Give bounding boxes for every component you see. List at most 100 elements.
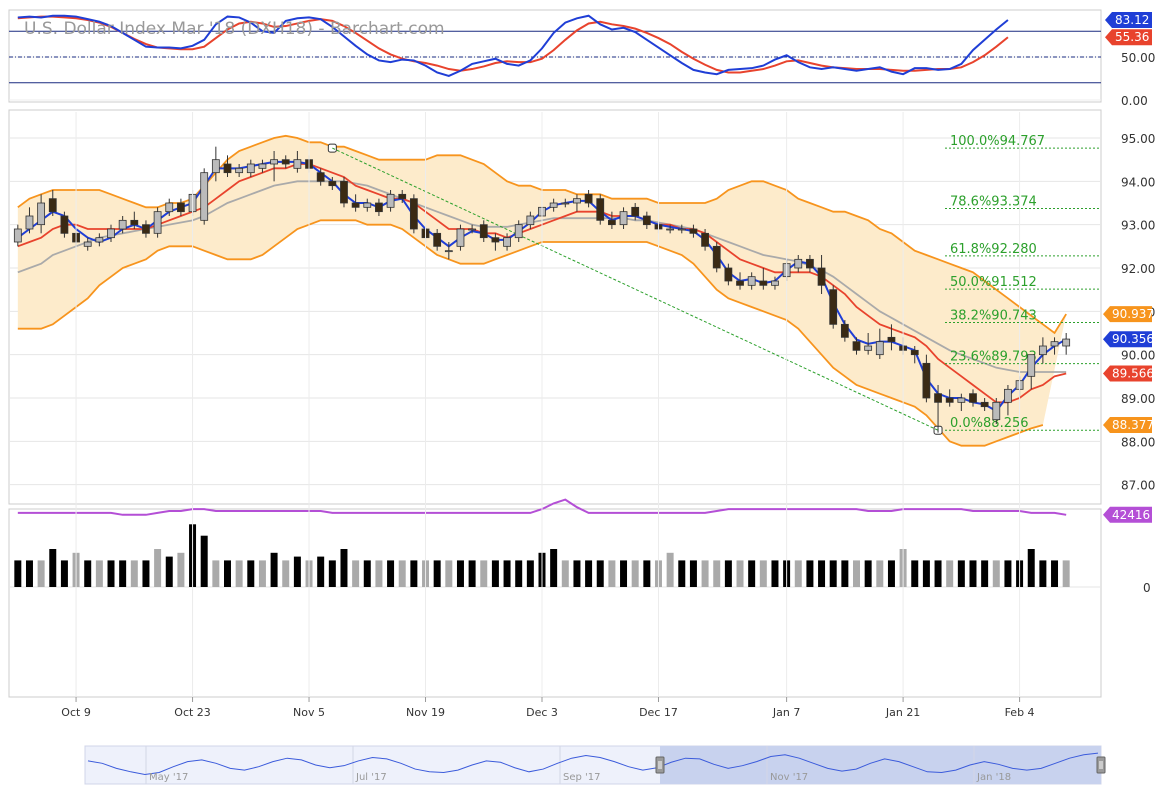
- candle-body: [328, 180, 337, 187]
- candle-body: [887, 336, 896, 343]
- candle-body: [479, 224, 488, 239]
- volume-bar: [363, 560, 371, 587]
- candle-body: [864, 345, 873, 351]
- right-handle-grip[interactable]: [1096, 756, 1106, 774]
- candle-body: [561, 202, 570, 205]
- candle-body: [631, 206, 640, 217]
- candle-body: [433, 232, 442, 247]
- candle-body: [25, 215, 34, 230]
- volume-bar: [224, 560, 231, 587]
- volume-bar: [445, 560, 453, 587]
- candle-body: [386, 193, 395, 208]
- volume-bar: [957, 560, 965, 587]
- candle-body: [1038, 345, 1047, 356]
- candle-body: [759, 280, 768, 286]
- date-label: Oct 23: [174, 706, 211, 719]
- candle-body: [375, 202, 383, 213]
- candle-body: [910, 349, 919, 356]
- candle-body: [1062, 338, 1071, 347]
- volume-bar: [247, 560, 255, 587]
- candle-body: [223, 163, 232, 174]
- volume-bar: [771, 560, 779, 587]
- left-handle-grip[interactable]: [655, 756, 665, 774]
- stochastic-y-tick: 0.00: [1121, 94, 1148, 108]
- volume-y-tick: 0: [1143, 581, 1151, 595]
- candle-body: [829, 289, 838, 325]
- candle-body: [642, 215, 651, 226]
- candle-body: [549, 202, 558, 208]
- navigator-right-handle[interactable]: [1096, 756, 1106, 774]
- volume-bar: [724, 560, 732, 587]
- candle-body: [235, 167, 244, 174]
- stochastic-line-blue: [17, 14, 1009, 77]
- stochastic-panel-frame: [8, 9, 1102, 103]
- volume-bar: [37, 560, 45, 587]
- date-label: Nov 5: [293, 706, 325, 719]
- volume-bar: [1027, 549, 1035, 587]
- date-x-axis: Oct 9 Oct 23 Nov 5 Nov 19 Dec 3 Dec 17 Jan 7 Ja…: [61, 112, 1035, 719]
- volume-bar: [876, 560, 884, 587]
- fibonacci-label: 61.8%92.280: [950, 242, 1037, 257]
- date-label: Dec 17: [639, 706, 678, 719]
- volume-bar: [620, 560, 628, 587]
- volume-bar: [25, 560, 33, 587]
- candle-body: [806, 258, 814, 269]
- chart-title: U.S. Dollar Index Mar '18 (DXH18) - Barc…: [24, 19, 445, 39]
- volume-bar: [387, 560, 395, 587]
- stochastic-tag-red: [1105, 29, 1152, 46]
- volume-bar: [200, 535, 208, 587]
- date-label: Jan 7: [772, 706, 800, 719]
- volume-tag-label: 42416: [1112, 508, 1150, 522]
- volume-bar: [317, 556, 325, 587]
- volume-bar: [456, 560, 464, 587]
- candle-body: [142, 224, 150, 234]
- candle-body: [701, 232, 709, 247]
- volume-bar: [375, 560, 383, 587]
- candle-body: [409, 198, 418, 230]
- candle-body: [491, 237, 500, 243]
- candle-body: [712, 245, 721, 269]
- volume-bar: [165, 556, 173, 587]
- candle-body: [95, 237, 104, 243]
- candle-body: [340, 180, 348, 204]
- candle-body: [584, 193, 593, 204]
- volume-bar: [515, 560, 523, 587]
- navigator-label: May '17: [149, 772, 188, 783]
- date-label: Dec 3: [526, 706, 558, 719]
- candle-body: [363, 202, 372, 208]
- volume-bar: [631, 560, 639, 587]
- stochastic-y-axis: 0.00 50.00: [1121, 51, 1155, 108]
- price-tag-label: 89.566: [1112, 366, 1154, 380]
- price-y-tick: 87.000: [1121, 479, 1156, 493]
- volume-bar: [480, 560, 488, 587]
- date-navigator[interactable]: May '17 Jul '17 Sep '17 Nov '17 Jan '18: [84, 745, 1106, 785]
- candle-body: [922, 362, 931, 399]
- navigator-left-handle[interactable]: [655, 756, 665, 774]
- price-tag-label: 88.377: [1112, 418, 1154, 432]
- price-tag-lower-band: [1103, 416, 1152, 433]
- volume-y-axis: 0: [1143, 581, 1151, 595]
- candle-body: [270, 159, 278, 165]
- volume-bar: [550, 549, 558, 587]
- volume-bar: [142, 560, 150, 587]
- navigator-gridlines: [145, 746, 975, 784]
- candle-body: [677, 228, 686, 231]
- price-tag-ema-slow: [1103, 365, 1152, 382]
- navigator-selection[interactable]: [660, 746, 1101, 784]
- candle-body: [852, 341, 861, 351]
- volume-bar: [794, 560, 802, 587]
- volume-bar: [433, 560, 441, 587]
- volume-panel: 0 42416: [8, 498, 1152, 698]
- navigator-label: Nov '17: [770, 772, 808, 783]
- volume-bar: [829, 560, 837, 587]
- volume-bar: [585, 560, 593, 587]
- candle-body: [246, 163, 255, 174]
- price-tag-upper-band: [1103, 306, 1152, 323]
- stochastic-tag-label: 83.12: [1115, 13, 1149, 27]
- candle-body: [945, 397, 954, 403]
- volume-bar: [887, 560, 895, 587]
- navigator-label: Sep '17: [563, 772, 601, 783]
- candle-body: [444, 250, 453, 253]
- volume-bar: [293, 556, 301, 587]
- volume-bar: [853, 560, 860, 587]
